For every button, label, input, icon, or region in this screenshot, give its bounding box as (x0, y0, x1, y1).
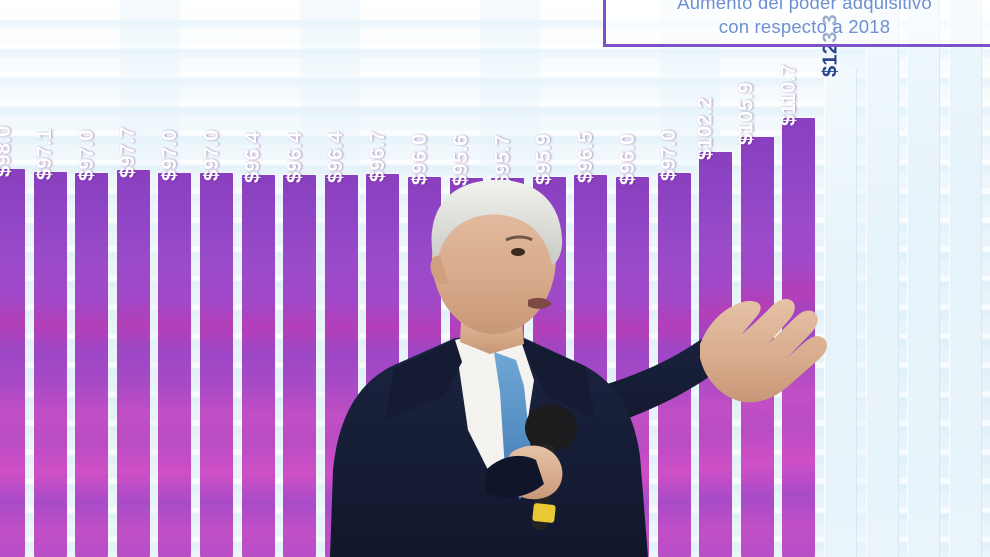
bar-label-3: $97.0 (75, 129, 98, 181)
slide-title-line-2: con respecto a 2018 (718, 16, 891, 37)
bar-19: $105.9 (736, 82, 774, 557)
bar-17: $97.0 (657, 129, 691, 557)
bar-23: $159.2 (907, 0, 941, 557)
bar-label-6: $97.0 (200, 129, 223, 181)
bar-label-12: $95.6 (450, 134, 473, 186)
bar-13: $95.7 (491, 134, 525, 557)
bar-7: $96.4 (241, 131, 275, 557)
bar-label-7: $96.4 (242, 131, 265, 183)
bar-label-17: $97.0 (658, 129, 681, 181)
bar-24: $172.9 (948, 0, 982, 557)
bar-22: $143.3 (865, 0, 899, 557)
bar-label-5: $97.0 (159, 129, 182, 181)
bar-3: $97.0 (75, 129, 109, 557)
bar-11: $96.0 (408, 133, 441, 557)
bar-20: $110.7 (778, 64, 816, 557)
bar-label-15: $96.5 (575, 131, 598, 183)
bar-18: $102.2 (694, 97, 733, 557)
page-title: Aumento del poder adquisitivo con respec… (677, 0, 932, 39)
bar-16: $96.0 (616, 133, 649, 557)
bar-label-14: $95.9 (533, 133, 556, 185)
bar-label-13: $95.7 (491, 134, 514, 186)
bar-label-8: $96.4 (283, 131, 306, 183)
bar-15: $96.5 (574, 131, 608, 557)
slide-title-box: Aumento del poder adquisitivo con respec… (603, 0, 990, 47)
bar-4: $97.7 (116, 126, 150, 557)
bar-6: $97.0 (200, 129, 233, 557)
bar-label-10: $96.7 (367, 130, 390, 182)
bar-14: $95.9 (532, 133, 566, 557)
bar-12: $95.6 (449, 134, 483, 557)
bar-label-1: $98.0 (0, 125, 15, 177)
bar-label-4: $97.7 (117, 126, 140, 178)
bar-1: $98.0 (0, 125, 25, 557)
bar-label-11: $96.0 (408, 133, 431, 185)
bar-2: $97.1 (33, 128, 67, 557)
bar-label-9: $96.4 (325, 131, 348, 183)
bar-label-20: $110.7 (777, 64, 800, 126)
bar-9: $96.4 (324, 131, 358, 557)
bar-label-19: $105.9 (735, 82, 758, 145)
bar-10: $96.7 (366, 130, 400, 557)
bar-21: $123.3 (819, 14, 857, 557)
bar-5: $97.0 (158, 129, 192, 557)
bar-label-18: $102.2 (694, 97, 717, 160)
bar-8: $96.4 (283, 131, 317, 557)
bar-label-2: $97.1 (34, 128, 57, 180)
bar-label-16: $96.0 (616, 133, 639, 185)
slide-title-line-1: Aumento del poder adquisitivo (677, 0, 932, 14)
